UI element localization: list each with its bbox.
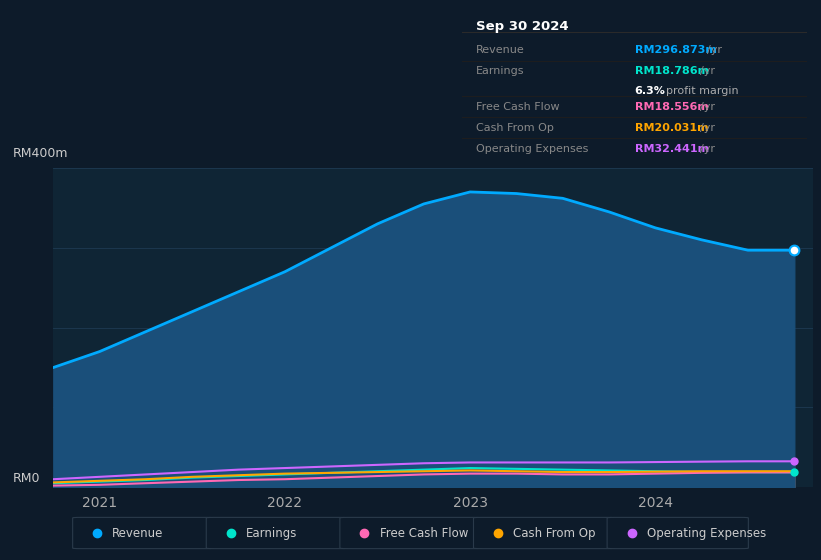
Text: /yr: /yr — [700, 123, 715, 133]
Text: /yr: /yr — [700, 144, 715, 154]
FancyBboxPatch shape — [206, 517, 347, 549]
Text: RM32.441m: RM32.441m — [635, 144, 709, 154]
Text: RM400m: RM400m — [12, 147, 68, 160]
Text: 6.3%: 6.3% — [635, 86, 666, 96]
Text: Operating Expenses: Operating Expenses — [647, 526, 766, 539]
Text: profit margin: profit margin — [666, 86, 738, 96]
Text: /yr: /yr — [707, 45, 722, 55]
FancyBboxPatch shape — [607, 517, 749, 549]
Text: RM20.031m: RM20.031m — [635, 123, 709, 133]
Text: /yr: /yr — [700, 102, 715, 113]
FancyBboxPatch shape — [474, 517, 615, 549]
Text: RM18.786m: RM18.786m — [635, 66, 709, 76]
Text: RM0: RM0 — [12, 472, 39, 486]
Text: Operating Expenses: Operating Expenses — [476, 144, 589, 154]
Text: Free Cash Flow: Free Cash Flow — [476, 102, 560, 113]
Text: RM296.873m: RM296.873m — [635, 45, 717, 55]
Text: Free Cash Flow: Free Cash Flow — [379, 526, 468, 539]
Text: Cash From Op: Cash From Op — [476, 123, 554, 133]
Text: Earnings: Earnings — [476, 66, 525, 76]
Text: Revenue: Revenue — [476, 45, 525, 55]
Text: /yr: /yr — [700, 66, 715, 76]
FancyBboxPatch shape — [340, 517, 481, 549]
Text: Sep 30 2024: Sep 30 2024 — [476, 20, 569, 32]
Text: Earnings: Earnings — [246, 526, 297, 539]
Text: Cash From Op: Cash From Op — [513, 526, 596, 539]
FancyBboxPatch shape — [72, 517, 214, 549]
Text: Revenue: Revenue — [112, 526, 163, 539]
Text: RM18.556m: RM18.556m — [635, 102, 709, 113]
